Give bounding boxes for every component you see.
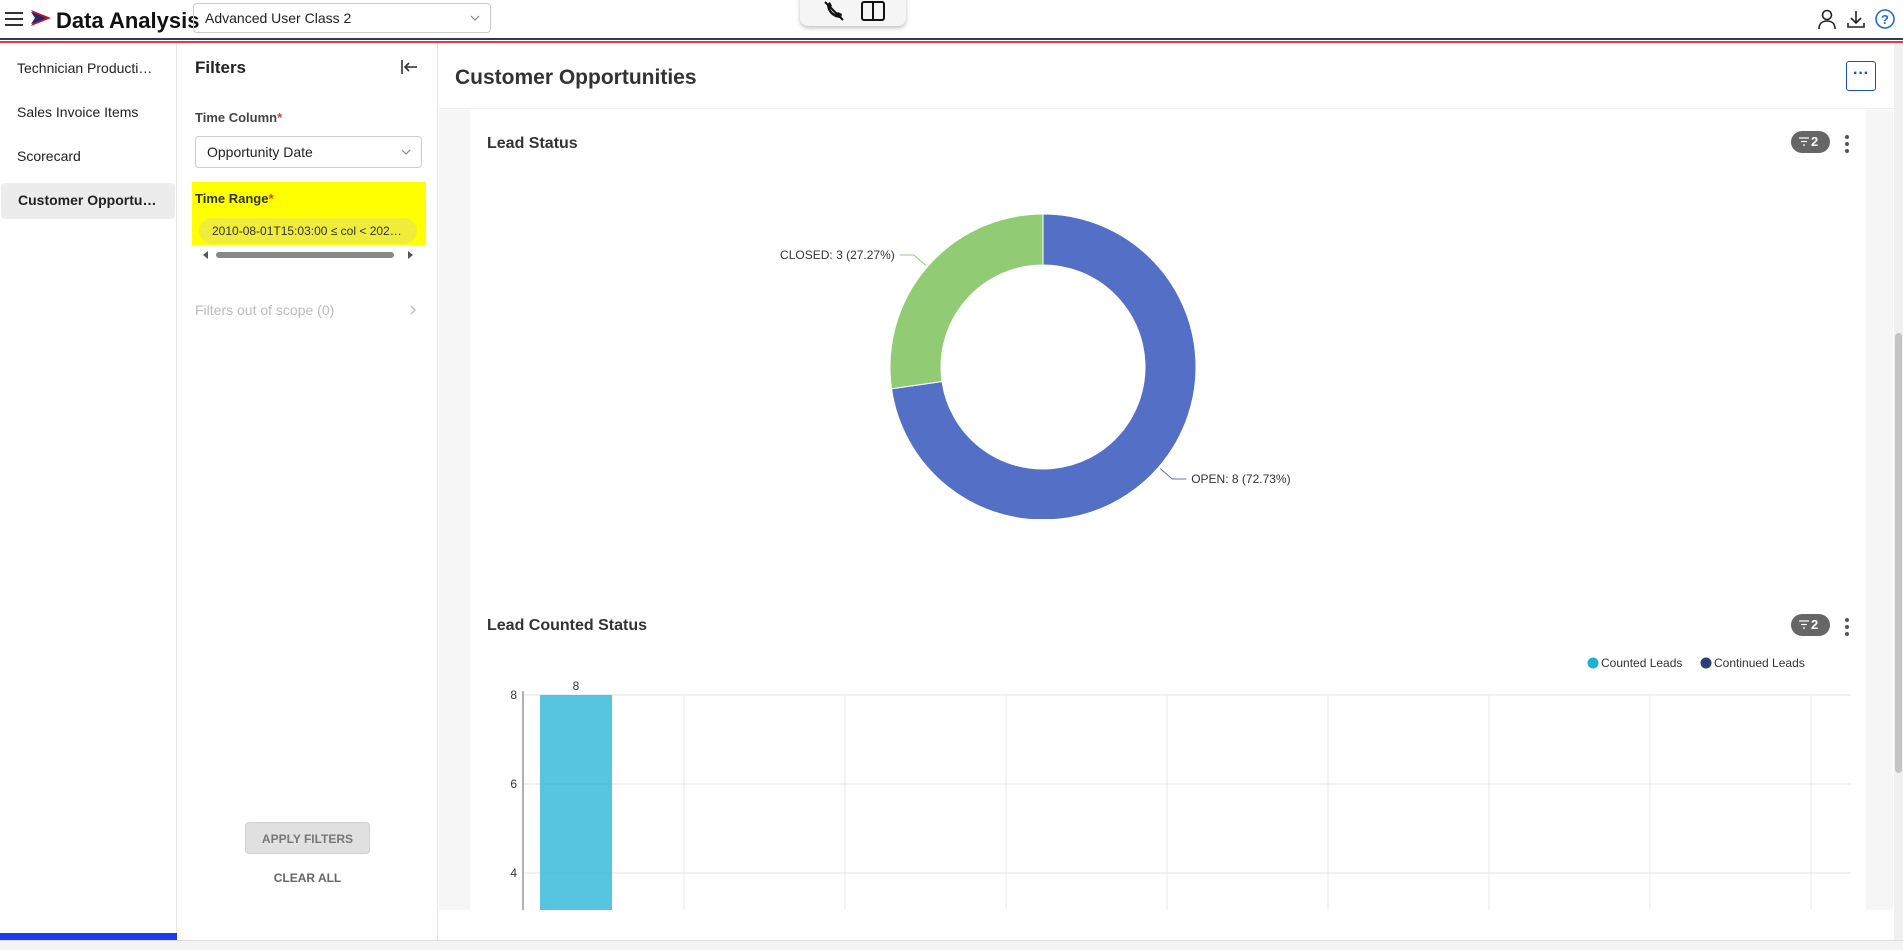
time-column-select[interactable]: Opportunity Date (195, 136, 422, 168)
class-select[interactable]: Advanced User Class 2 (193, 3, 491, 33)
dashboard-nav: Technician Productivity Sales Invoice It… (0, 43, 177, 950)
filter-count: 2 (1811, 617, 1819, 632)
bar-value-label: 8 (573, 679, 580, 693)
chart-card-lead-counted-status: Lead Counted Status 2 8 6 4 8 Counted Lead… (470, 519, 1866, 910)
legend-swatch[interactable] (1700, 657, 1712, 669)
apply-filters-button[interactable]: APPLY FILTERS (245, 822, 370, 854)
logo-icon (31, 10, 51, 26)
chart-menu-icon[interactable] (1844, 617, 1850, 637)
legend-entry[interactable]: Continued Leads (1714, 656, 1805, 670)
slice-label: CLOSED: 3 (27.27%) (780, 248, 895, 262)
filter-count: 2 (1811, 134, 1819, 149)
app-title: Data Analysis (56, 8, 200, 33)
hamburger-menu-icon[interactable] (5, 8, 23, 28)
clear-all-button[interactable]: CLEAR ALL (273, 871, 342, 885)
filters-out-of-scope[interactable]: Filters out of scope (0) (195, 302, 422, 318)
chevron-right-icon (410, 305, 416, 315)
filter-badge[interactable]: 2 (1791, 131, 1830, 153)
header-accent-line (0, 41, 1903, 43)
time-range-filter: Time Range* 2010-08-01T15:03:00 ≤ col < … (192, 182, 426, 245)
time-range-label: Time Range* (195, 191, 274, 206)
chevron-down-icon (470, 15, 480, 21)
nav-item-scorecard[interactable]: Scorecard (17, 148, 81, 164)
dashboard-more-button[interactable]: ··· (1846, 61, 1876, 91)
vertical-scrollbar[interactable] (1894, 43, 1903, 940)
nav-item-sales-invoice-items[interactable]: Sales Invoice Items (17, 104, 139, 120)
floating-toolbar (800, 0, 906, 26)
slice-label-line (899, 254, 927, 266)
dashboard-canvas: Lead Status 2 OPEN: 8 (72.73%) CLOSED: 3 … (439, 110, 1893, 910)
top-header: Data Analysis Advanced User Class 2 ? (0, 0, 1903, 40)
time-column-label-text: Time Column (195, 110, 278, 125)
split-view-icon[interactable] (860, 0, 886, 22)
horizontal-scrollbar[interactable] (202, 249, 414, 261)
time-column-value: Opportunity Date (207, 144, 313, 160)
bar-chart: 8 6 4 8 Counted Leads Continued Leads (510, 656, 1851, 910)
filter-badge[interactable]: 2 (1791, 614, 1830, 636)
filters-out-of-scope-text: Filters out of scope (0) (195, 302, 335, 318)
bar[interactable] (540, 695, 612, 910)
dashboard-main: Customer Opportunities ··· Lead Status 2… (439, 43, 1903, 940)
vertical-scrollbar-thumb[interactable] (1895, 333, 1902, 773)
filter-icon (1799, 137, 1809, 146)
pie-slice-open[interactable] (890, 213, 1197, 521)
help-icon[interactable]: ? (1874, 8, 1896, 30)
chart-menu-icon[interactable] (1844, 134, 1850, 154)
y-tick-label: 6 (510, 777, 517, 791)
y-tick-label: 8 (510, 688, 517, 702)
chart-title: Lead Status (487, 135, 578, 152)
dashboard-header: Customer Opportunities ··· (439, 43, 1893, 109)
svg-text:?: ? (1881, 12, 1889, 27)
dashboard-title: Customer Opportunities (455, 66, 697, 89)
collapse-panel-icon[interactable] (398, 56, 420, 78)
class-select-value: Advanced User Class 2 (205, 10, 352, 26)
time-column-label: Time Column* (195, 110, 282, 125)
nav-item-technician-productivity[interactable]: Technician Productivity (17, 60, 160, 76)
nav-item-customer-opportunities[interactable]: Customer Opportunities (1, 183, 175, 219)
chevron-down-icon (401, 149, 411, 155)
legend-swatch[interactable] (1587, 657, 1599, 669)
time-range-label-text: Time Range (195, 191, 269, 206)
download-icon[interactable] (1845, 8, 1867, 30)
pie-slice-closed[interactable] (889, 213, 1044, 390)
filter-icon (1799, 620, 1809, 629)
phone-off-icon[interactable] (822, 0, 846, 22)
legend-entry[interactable]: Counted Leads (1601, 656, 1682, 670)
slice-label-line (1159, 468, 1187, 480)
y-tick-label: 4 (510, 866, 517, 880)
bottom-bar (0, 940, 1903, 950)
time-range-value[interactable]: 2010-08-01T15:03:00 ≤ col < 2024-08-01T1… (199, 218, 417, 244)
filters-title: Filters (195, 58, 247, 77)
required-mark: * (277, 110, 283, 125)
user-icon[interactable] (1816, 8, 1838, 30)
slice-label: OPEN: 8 (72.73%) (1191, 472, 1290, 486)
required-mark: * (268, 191, 274, 206)
filters-panel: Filters Time Column* Opportunity Date Ti… (178, 43, 438, 940)
chart-title: Lead Counted Status (487, 617, 648, 634)
